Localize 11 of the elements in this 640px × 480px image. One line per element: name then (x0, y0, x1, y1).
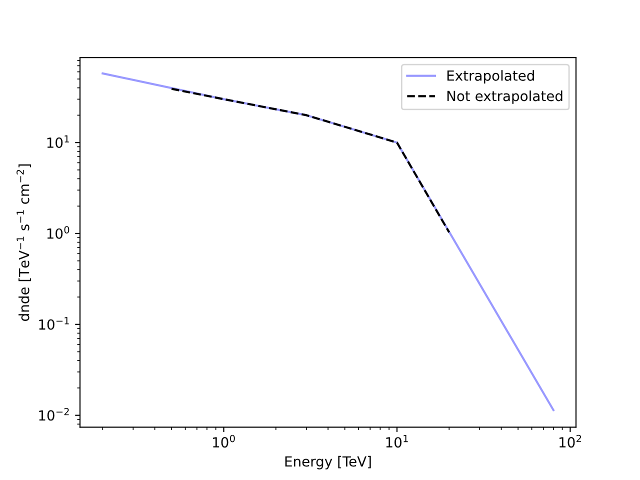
legend-label: Not extrapolated (447, 90, 562, 104)
y-tick-label: 10$^{−2}$ (39, 408, 69, 421)
legend-label: Extrapolated (447, 70, 534, 84)
y-tick-label: 10$^{−1}$ (39, 317, 69, 330)
x-tick-label: 10$^{0}$ (213, 434, 235, 448)
x-tick-label: 10$^{1}$ (386, 434, 408, 448)
y-tick-label: 10$^{0}$ (47, 226, 70, 239)
y-tick-label: 10$^{1}$ (47, 135, 69, 148)
x-tick-label: 10$^{2}$ (560, 434, 582, 448)
x-axis-title: Energy [TeV] (285, 456, 371, 470)
y-axis-title: dnde [TeV$^{−1}$ s$^{−1}$ cm$^{−2}$] (16, 164, 31, 321)
